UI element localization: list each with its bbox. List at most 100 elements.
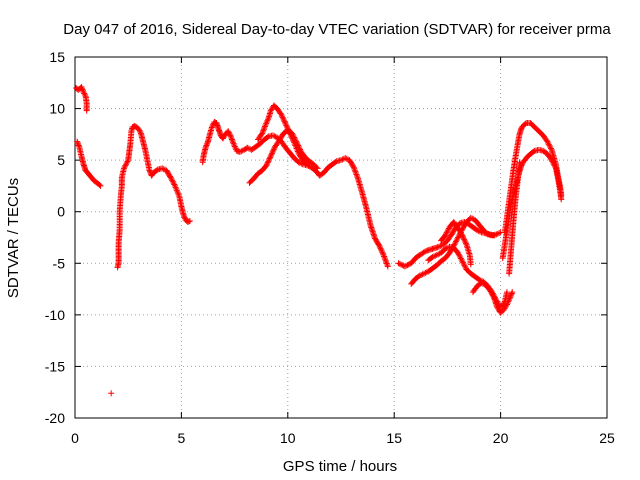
data-point — [289, 136, 296, 143]
data-point — [270, 146, 277, 153]
data-point — [503, 289, 510, 296]
data-point — [380, 252, 387, 259]
plot-frame — [74, 56, 608, 419]
y-tick-label: 5 — [57, 152, 65, 168]
data-point — [296, 159, 303, 166]
data-point — [467, 261, 474, 268]
data-point — [186, 217, 193, 224]
data-point — [383, 260, 390, 267]
y-tick-label: -10 — [45, 307, 65, 323]
data-point — [422, 269, 429, 276]
data-point — [290, 138, 297, 145]
data-point — [421, 248, 428, 255]
y-tick-label: -20 — [45, 410, 65, 426]
data-point — [507, 294, 514, 301]
data-point — [343, 155, 350, 162]
y-tick-label: -15 — [45, 358, 65, 374]
data-point — [461, 237, 468, 244]
data-point — [260, 127, 267, 134]
data-point — [108, 390, 115, 397]
axis-ticks — [74, 56, 608, 419]
data-point — [458, 256, 465, 263]
data-point — [284, 125, 291, 132]
data-point — [419, 271, 426, 278]
data-point — [478, 279, 485, 286]
data-point — [496, 230, 503, 237]
data-point — [338, 157, 344, 164]
data-point — [442, 232, 449, 239]
data-point — [288, 132, 295, 139]
data-point — [228, 136, 235, 143]
data-point — [282, 119, 289, 126]
data-point — [287, 131, 294, 138]
data-point — [418, 271, 425, 278]
data-point — [433, 252, 440, 259]
data-point — [291, 139, 298, 146]
y-tick-label: -5 — [53, 255, 66, 271]
data-point — [351, 167, 358, 174]
data-point — [462, 240, 469, 247]
data-point — [378, 246, 385, 253]
data-point — [175, 191, 182, 198]
data-point — [403, 262, 410, 269]
data-point — [293, 145, 300, 152]
series-track-g — [255, 102, 310, 168]
data-point — [180, 211, 187, 218]
data-point — [285, 127, 292, 134]
data-point — [314, 165, 321, 172]
data-point — [232, 144, 239, 151]
data-point — [503, 301, 510, 308]
data-point — [225, 129, 232, 136]
data-point — [303, 161, 310, 168]
data-point — [547, 145, 554, 152]
data-point — [474, 227, 481, 234]
data-point — [401, 263, 408, 270]
data-point — [170, 180, 177, 187]
data-point — [185, 218, 192, 225]
data-point — [479, 280, 486, 287]
data-point — [489, 292, 496, 299]
data-point — [121, 164, 128, 171]
data-point — [270, 147, 277, 154]
data-point — [506, 295, 513, 302]
series-track-i — [408, 214, 504, 287]
data-point — [204, 139, 211, 146]
x-tick-label: 5 — [178, 430, 186, 446]
x-tick-label: 25 — [599, 430, 615, 446]
data-point — [259, 130, 266, 137]
x-tick-label: 20 — [493, 430, 509, 446]
data-point — [137, 128, 144, 135]
data-point — [430, 253, 437, 260]
data-point — [279, 114, 286, 121]
data-point — [271, 145, 278, 152]
data-point — [507, 293, 514, 300]
data-point — [78, 83, 85, 90]
data-point — [457, 254, 464, 261]
data-point — [455, 249, 462, 256]
series-track-b — [74, 138, 104, 189]
data-point — [442, 231, 449, 238]
data-point — [268, 150, 275, 157]
data-point — [376, 242, 383, 249]
data-point — [462, 263, 469, 270]
data-point — [460, 260, 467, 267]
data-point — [396, 260, 403, 267]
series-track-d — [114, 123, 193, 271]
data-point — [494, 230, 501, 237]
data-point — [505, 297, 512, 304]
data-point — [124, 158, 131, 165]
data-point — [227, 133, 234, 140]
data-point — [280, 117, 287, 124]
data-point — [461, 262, 468, 269]
data-point — [376, 244, 383, 251]
data-point — [459, 232, 466, 239]
data-point — [443, 245, 450, 252]
data-point — [173, 185, 180, 192]
data-point — [209, 123, 216, 130]
data-point — [516, 159, 523, 166]
data-point — [313, 164, 320, 171]
data-point — [78, 85, 85, 92]
data-point — [455, 251, 462, 258]
data-point — [460, 259, 467, 266]
data-point — [558, 192, 565, 199]
